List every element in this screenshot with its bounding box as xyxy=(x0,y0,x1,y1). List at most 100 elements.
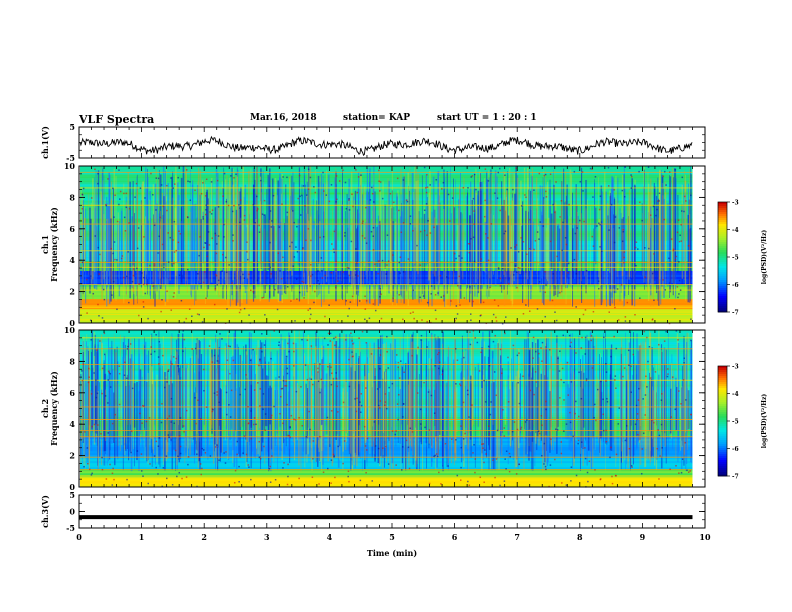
ch1-panel-frame xyxy=(78,126,706,159)
spectrogram-speckle xyxy=(634,423,637,426)
spectrogram-speckle xyxy=(615,453,618,456)
spectrogram-streak xyxy=(473,213,475,287)
spectrogram-streak xyxy=(646,369,648,461)
spectrogram-speckle xyxy=(518,463,520,466)
spectrogram-streak xyxy=(257,340,259,455)
spectrogram-speckle xyxy=(686,469,688,472)
spectrogram-speckle xyxy=(270,357,272,360)
spectrogram-speckle xyxy=(288,434,290,437)
spectrogram-speckle xyxy=(596,388,599,391)
spectrogram-streak xyxy=(305,184,306,286)
spectrogram-speckle xyxy=(317,371,319,373)
spectrogram-speckle xyxy=(540,347,542,349)
spectrogram-speckle xyxy=(123,216,126,219)
spectrogram-streak xyxy=(396,193,398,304)
spectrogram-speckle xyxy=(175,357,178,360)
spectrogram-speckle xyxy=(170,309,172,311)
spectrogram-streak xyxy=(243,346,244,455)
spectrogram-speckle xyxy=(525,196,527,198)
spectrogram-speckle xyxy=(140,453,143,455)
spectrogram-speckle xyxy=(217,279,220,282)
spectrogram-streak xyxy=(466,189,468,265)
spectrogram-streak xyxy=(206,380,208,452)
spectrogram-streak xyxy=(144,345,146,431)
colorbar-cell xyxy=(718,408,727,411)
spectrogram-streak xyxy=(444,189,447,307)
spectrogram-streak xyxy=(453,178,454,280)
spectrogram-speckle xyxy=(417,346,419,349)
spectrogram-streak xyxy=(399,389,402,444)
spectrogram-streak xyxy=(104,199,106,296)
spectrogram-speckle xyxy=(384,445,387,448)
spectrogram-speckle xyxy=(423,166,426,169)
spectrogram-speckle xyxy=(191,348,193,350)
spectrogram-streak xyxy=(199,170,202,283)
spectrogram-streak xyxy=(311,375,313,471)
spectrogram-streak xyxy=(482,374,484,444)
spectrogram-streak xyxy=(600,185,603,280)
spectrogram-speckle xyxy=(484,168,487,170)
spectrogram-streak xyxy=(556,342,558,431)
spectrogram-streak xyxy=(345,382,347,443)
spectrogram-streak xyxy=(225,202,227,285)
spectrogram-streak xyxy=(420,217,422,303)
spectrogram-streak xyxy=(323,228,325,303)
spectrogram-streak xyxy=(657,177,659,301)
spectrogram-speckle xyxy=(516,354,519,357)
spectrogram-streak xyxy=(571,174,572,305)
spectrogram-streak xyxy=(167,183,169,279)
spectrogram-streak xyxy=(501,376,503,445)
spectrogram-streak xyxy=(241,360,243,427)
spectrogram-speckle xyxy=(202,281,205,284)
spectrogram-speckle xyxy=(605,440,608,443)
spectrogram-speckle xyxy=(653,253,655,255)
spectrogram-streak xyxy=(575,189,578,269)
spectrogram-speckle xyxy=(584,447,586,449)
spectrogram-speckle xyxy=(364,318,366,321)
spectrogram-speckle xyxy=(211,361,214,363)
spectrogram-speckle xyxy=(690,194,692,197)
spectrogram-speckle xyxy=(659,455,661,457)
spectrogram-speckle xyxy=(425,203,428,205)
spectrogram-band xyxy=(80,258,693,261)
spectrogram-streak xyxy=(433,209,436,290)
colorbar-cell xyxy=(718,386,727,389)
spectrogram-streak xyxy=(211,357,213,429)
spectrogram-band xyxy=(80,242,693,245)
spectrogram-speckle xyxy=(239,393,241,396)
spectrogram-speckle xyxy=(537,430,540,433)
spectrogram-streak xyxy=(653,182,655,274)
spectrogram-speckle xyxy=(167,261,170,263)
spectrogram-speckle xyxy=(559,216,561,218)
spectrogram-streak xyxy=(133,383,136,428)
spectrogram-speckle xyxy=(111,472,114,475)
spectrogram-speckle xyxy=(426,234,428,236)
spectrogram-speckle xyxy=(614,375,617,377)
spectrogram-speckle xyxy=(330,366,332,369)
spectrogram-speckle xyxy=(484,401,487,403)
spectrogram-speckle xyxy=(587,480,589,483)
spectrogram-speckle xyxy=(104,395,107,397)
spectrogram-streak xyxy=(150,334,152,439)
spectrogram-speckle xyxy=(361,330,364,333)
spectrogram-speckle xyxy=(204,195,207,197)
spectrogram-speckle xyxy=(348,385,351,388)
spectrogram-speckle xyxy=(337,320,339,322)
spectrogram-speckle xyxy=(652,205,655,208)
spectrogram-speckle xyxy=(293,221,295,224)
spectrogram-speckle xyxy=(591,367,594,369)
spectrogram-streak xyxy=(292,191,294,289)
spectrogram-streak xyxy=(675,386,678,431)
spectrogram-streak xyxy=(507,171,508,295)
spectrogram-speckle xyxy=(427,220,429,222)
spectrogram-streak xyxy=(580,371,582,448)
spectrogram-band xyxy=(80,266,693,269)
spectrogram-streak xyxy=(160,211,162,267)
spectrogram-streak xyxy=(528,171,530,263)
spectrogram-speckle xyxy=(304,364,307,366)
spectrogram-speckle xyxy=(317,279,319,282)
spectrogram-speckle xyxy=(599,195,602,198)
spectrogram-streak xyxy=(158,331,160,465)
spectrogram-speckle xyxy=(90,197,93,199)
spectrogram-speckle xyxy=(216,284,219,286)
